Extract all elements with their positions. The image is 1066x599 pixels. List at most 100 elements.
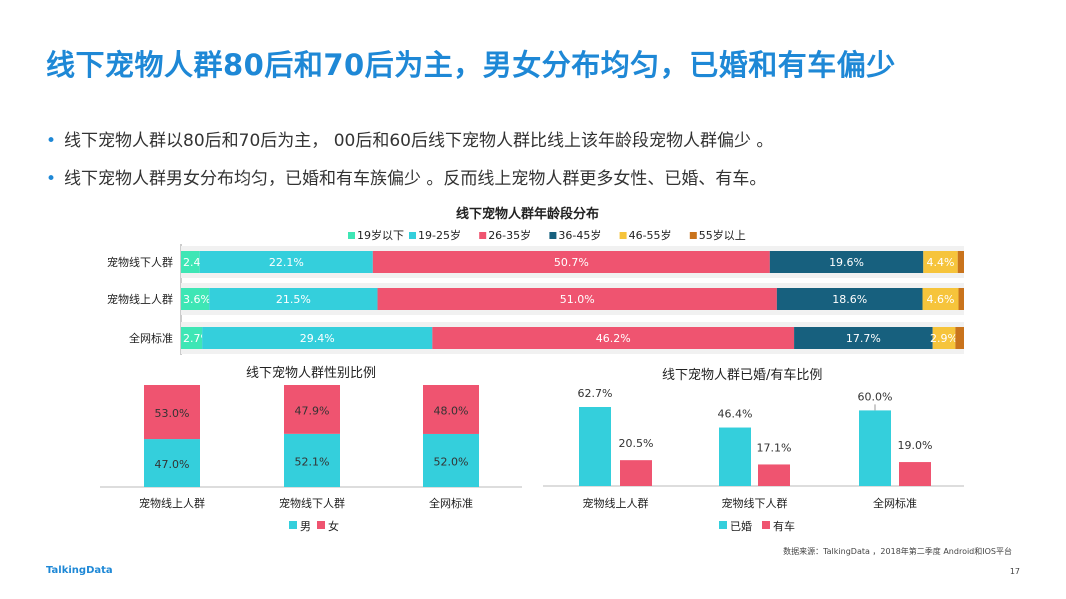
bullet-marker: • bbox=[46, 169, 57, 189]
legend-swatch bbox=[317, 521, 325, 529]
category-label: 宠物线上人群 bbox=[107, 292, 173, 306]
bar-segment bbox=[923, 251, 958, 273]
data-label: 22.1% bbox=[269, 256, 304, 269]
legend-label: 36-45岁 bbox=[558, 228, 601, 242]
data-label: 50.7% bbox=[554, 256, 589, 269]
data-label: 19.0% bbox=[898, 439, 933, 452]
legend-swatch bbox=[549, 232, 557, 239]
bar bbox=[899, 462, 931, 486]
bullet-list: • 线下宠物人群以80后和70后为主， 00后和60后线下宠物人群比线上该年龄段宠… bbox=[46, 128, 773, 204]
bar-segment bbox=[769, 251, 924, 273]
data-label: 21.5% bbox=[276, 293, 311, 306]
bar-segment bbox=[181, 288, 210, 310]
bar-segment bbox=[794, 327, 933, 349]
legend-swatch bbox=[289, 521, 297, 529]
bar-segment bbox=[202, 327, 433, 349]
data-label: 3.6% bbox=[183, 293, 211, 306]
bullet-text: 线下宠物人群以80后和70后为主， 00后和60后线下宠物人群比线上该年龄段宠物… bbox=[64, 131, 774, 151]
gender-chart-title: 线下宠物人群性别比例 bbox=[246, 366, 377, 381]
bar-segment bbox=[776, 288, 923, 310]
bar-segment bbox=[144, 385, 200, 440]
data-label: 62.7% bbox=[578, 387, 613, 400]
bar-segment bbox=[284, 385, 340, 434]
data-label: 4.4% bbox=[927, 256, 955, 269]
bar-segment bbox=[432, 327, 795, 349]
data-label: 4.6% bbox=[927, 293, 955, 306]
data-label: 17.1% bbox=[757, 441, 792, 454]
bar-segment bbox=[932, 327, 956, 349]
legend-swatch bbox=[719, 521, 727, 529]
category-label: 全网标准 bbox=[429, 496, 473, 510]
legend-swatch bbox=[479, 232, 487, 239]
legend-swatch bbox=[619, 232, 627, 239]
legend-label: 有车 bbox=[773, 519, 795, 533]
bar-segment bbox=[423, 433, 479, 487]
bullet-item: • 线下宠物人群以80后和70后为主， 00后和60后线下宠物人群比线上该年龄段宠… bbox=[46, 128, 773, 166]
legend-swatch bbox=[348, 232, 355, 239]
bar-segment bbox=[957, 251, 964, 273]
bar-segment bbox=[209, 288, 378, 310]
legend-label: 男 bbox=[300, 520, 311, 533]
married-car-chart-title: 线下宠物人群已婚/有车比例 bbox=[662, 368, 823, 383]
legend-label: 26-35岁 bbox=[488, 228, 531, 242]
data-label: 17.7% bbox=[846, 332, 881, 345]
legend-swatch bbox=[409, 232, 416, 239]
bar-segment bbox=[284, 433, 340, 487]
bar-segment bbox=[181, 251, 200, 273]
bar-segment bbox=[144, 439, 200, 487]
bar-segment bbox=[372, 251, 770, 273]
page-title: 线下宠物人群80后和70后为主，男女分布均匀，已婚和有车偏少 bbox=[46, 48, 896, 82]
legend-swatch bbox=[762, 521, 770, 529]
data-label: 46.4% bbox=[718, 408, 753, 421]
data-label: 2.9% bbox=[930, 332, 958, 345]
data-label: 20.5% bbox=[619, 437, 654, 450]
legend-label: 19-25岁 bbox=[418, 228, 461, 242]
category-label: 宠物线下人群 bbox=[107, 255, 173, 269]
bullet-marker: • bbox=[46, 131, 57, 151]
category-label: 宠物线上人群 bbox=[139, 496, 205, 510]
legend-swatch bbox=[689, 232, 697, 239]
data-label: 52.1% bbox=[295, 455, 330, 468]
age-chart-title: 线下宠物人群年龄段分布 bbox=[456, 207, 600, 222]
bar-segment bbox=[423, 385, 479, 434]
data-label: 46.2% bbox=[596, 332, 631, 345]
bar-segment bbox=[181, 327, 203, 349]
bar bbox=[579, 407, 611, 486]
category-label: 全网标准 bbox=[873, 496, 917, 510]
data-label: 47.0% bbox=[155, 458, 190, 471]
bar-segment bbox=[922, 288, 959, 310]
legend-label: 19岁以下 bbox=[357, 228, 404, 242]
bullet-text: 线下宠物人群男女分布均匀，已婚和有车族偏少 。反而线上宠物人群更多女性、已婚、有… bbox=[64, 169, 767, 189]
legend-label: 55岁以上 bbox=[699, 228, 746, 242]
bar-segment bbox=[958, 288, 964, 310]
legend-label: 已婚 bbox=[730, 519, 752, 533]
bar bbox=[859, 410, 891, 486]
category-label: 宠物线上人群 bbox=[583, 496, 649, 510]
data-label: 19.6% bbox=[829, 256, 864, 269]
data-label: 60.0% bbox=[858, 390, 893, 403]
data-source-note: 数据来源：TalkingData ，2018年第二季度 Android和IOS平… bbox=[783, 547, 1012, 556]
data-label: 18.6% bbox=[832, 293, 867, 306]
bar-segment bbox=[955, 327, 964, 349]
data-label: 47.9% bbox=[295, 404, 330, 417]
legend-label: 女 bbox=[328, 519, 339, 533]
category-label: 宠物线下人群 bbox=[722, 496, 788, 510]
legend-label: 46-55岁 bbox=[629, 228, 672, 242]
bar-segment bbox=[199, 251, 373, 273]
data-label: 51.0% bbox=[560, 293, 595, 306]
category-label: 宠物线下人群 bbox=[279, 496, 345, 510]
brand-logo: TalkingData bbox=[46, 565, 113, 576]
category-label: 全网标准 bbox=[129, 331, 173, 345]
page-number: 17 bbox=[1009, 567, 1020, 576]
data-label: 52.0% bbox=[434, 455, 469, 468]
data-label: 29.4% bbox=[300, 332, 335, 345]
bar bbox=[620, 460, 652, 486]
bar-segment bbox=[377, 288, 777, 310]
bar bbox=[719, 427, 751, 486]
data-label: 48.0% bbox=[434, 404, 469, 417]
data-label: 53.0% bbox=[155, 407, 190, 420]
bar bbox=[758, 464, 790, 486]
